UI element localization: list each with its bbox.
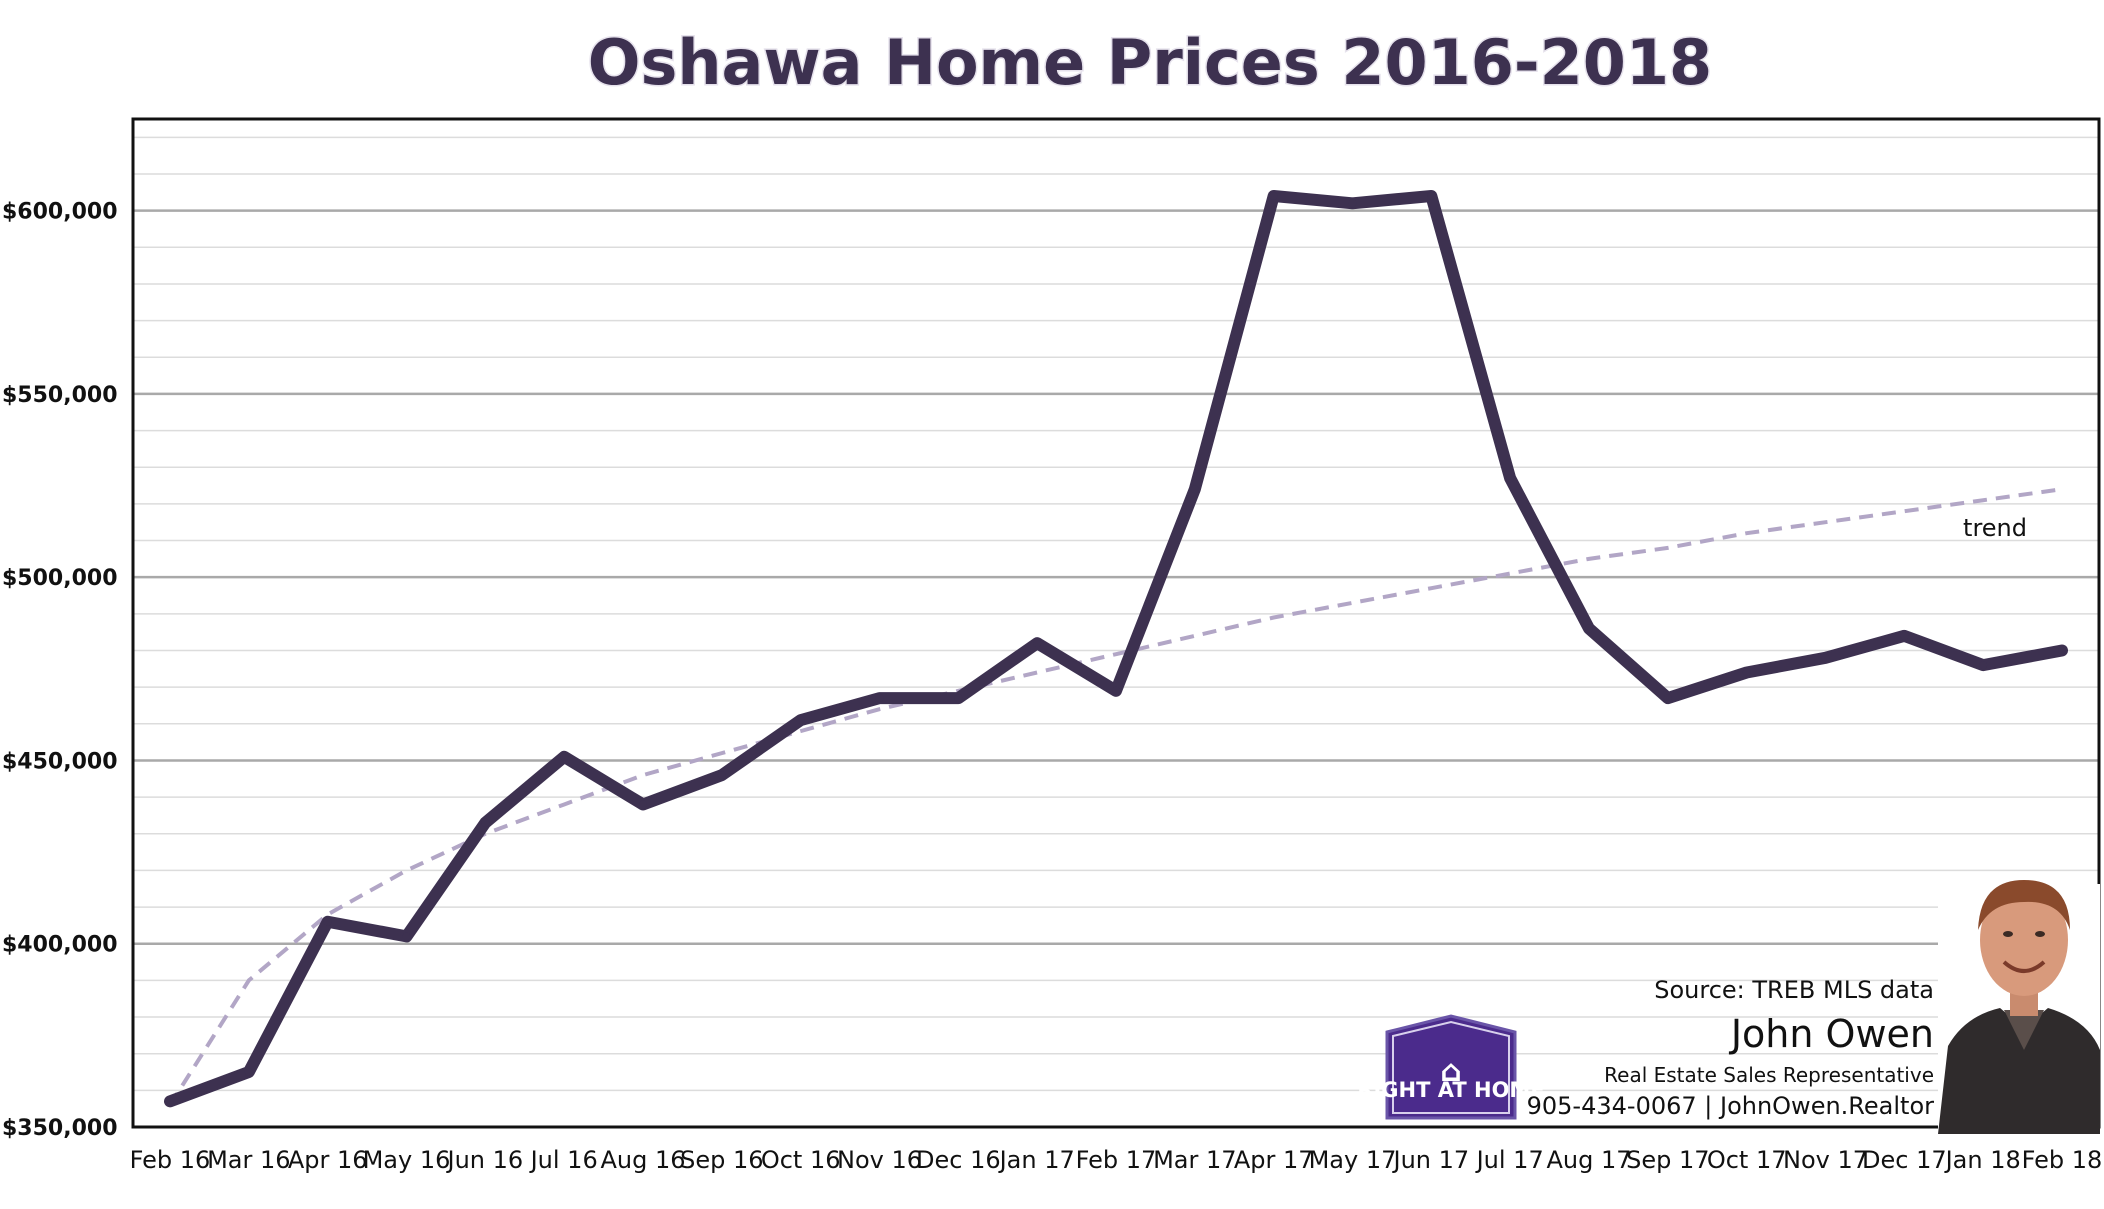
- house-icon: ⌂: [1440, 1054, 1461, 1089]
- x-tick-label: Nov 16: [837, 1146, 922, 1174]
- x-tick-label: Feb 16: [130, 1146, 211, 1174]
- x-tick-label: Sep 17: [1626, 1146, 1709, 1174]
- trend-line: [168, 487, 2063, 1107]
- x-tick-label: Sep 16: [680, 1146, 763, 1174]
- x-tick-label: Aug 16: [600, 1146, 685, 1174]
- y-tick-label: $600,000: [2, 200, 118, 225]
- data-point: [1742, 668, 1751, 677]
- data-point: [323, 917, 332, 926]
- y-tick-label: $550,000: [2, 383, 118, 408]
- data-point: [1112, 686, 1120, 695]
- x-tick-label: Dec 17: [1862, 1146, 1947, 1174]
- series-layer: [164, 189, 2068, 1108]
- agent-role: Real Estate Sales Representative: [1604, 1063, 1934, 1087]
- data-point: [1900, 631, 1909, 640]
- data-point: [481, 818, 490, 827]
- trend-label: trend: [1963, 514, 2027, 542]
- x-tick-label: Jan 17: [998, 1146, 1075, 1174]
- x-tick-label: Apr 16: [288, 1146, 368, 1174]
- logo: RIGHT AT HOME ⌂: [1357, 1014, 1545, 1120]
- x-tick-label: Apr 17: [1234, 1146, 1314, 1174]
- y-axis: $350,000 $400,000 $450,000 $500,000 $550,000…: [2, 200, 118, 1141]
- data-point: [1979, 661, 1988, 670]
- data-point: [1506, 474, 1515, 483]
- data-point: [402, 932, 411, 941]
- data-point: [1190, 485, 1199, 494]
- x-tick-label: Aug 17: [1546, 1146, 1631, 1174]
- data-point: [1348, 199, 1357, 208]
- x-tick-label: Jun 16: [445, 1146, 523, 1174]
- x-tick-label: Jan 18: [1944, 1146, 2021, 1174]
- agent-photo: [1938, 880, 2100, 1134]
- y-tick-label: $350,000: [2, 1116, 118, 1141]
- data-point: [244, 1068, 253, 1077]
- x-tick-label: Feb 18: [2022, 1146, 2103, 1174]
- x-tick-label: May 17: [1309, 1146, 1397, 1174]
- data-point: [954, 694, 963, 703]
- x-tick-label: Feb 17: [1076, 1146, 1157, 1174]
- x-tick-label: Oct 16: [761, 1146, 841, 1174]
- data-point: [1585, 624, 1593, 633]
- x-tick-label: Mar 16: [207, 1146, 290, 1174]
- data-point: [1033, 639, 1042, 648]
- x-tick-label: Dec 16: [916, 1146, 1001, 1174]
- data-point: [639, 800, 647, 809]
- data-point: [717, 771, 726, 780]
- plot-frame: [131, 117, 2101, 1129]
- data-point: [1427, 191, 1436, 200]
- x-tick-label: Mar 17: [1153, 1146, 1236, 1174]
- data-point: [1269, 191, 1278, 200]
- y-tick-label: $450,000: [2, 749, 118, 774]
- x-tick-label: Nov 17: [1783, 1146, 1868, 1174]
- chart-title: Oshawa Home Prices 2016-2018: [588, 26, 1712, 99]
- data-point: [875, 694, 884, 703]
- data-point: [1821, 653, 1830, 662]
- data-point: [166, 1097, 174, 1106]
- x-tick-label: Jun 17: [1391, 1146, 1469, 1174]
- x-tick-label: Jul 17: [1475, 1146, 1544, 1174]
- y-tick-label: $500,000: [2, 566, 118, 591]
- x-tick-label: Oct 17: [1707, 1146, 1787, 1174]
- data-point: [796, 716, 805, 725]
- data-point: [2058, 646, 2066, 655]
- agent-contact: 905-434-0067 | JohnOwen.Realtor: [1527, 1092, 1935, 1120]
- trend-layer: [168, 487, 2063, 1107]
- data-point: [560, 752, 569, 761]
- x-tick-label: Jul 16: [529, 1146, 598, 1174]
- price-line: [164, 189, 2068, 1108]
- y-tick-label: $400,000: [2, 933, 118, 958]
- source-note: Source: TREB MLS data: [1654, 976, 1934, 1004]
- x-tick-label: May 16: [363, 1146, 451, 1174]
- agent-name: John Owen: [1729, 1012, 1934, 1056]
- data-point: [1663, 694, 1672, 703]
- logo-text: RIGHT AT HOME: [1357, 1078, 1544, 1102]
- grid: [133, 136, 2099, 1092]
